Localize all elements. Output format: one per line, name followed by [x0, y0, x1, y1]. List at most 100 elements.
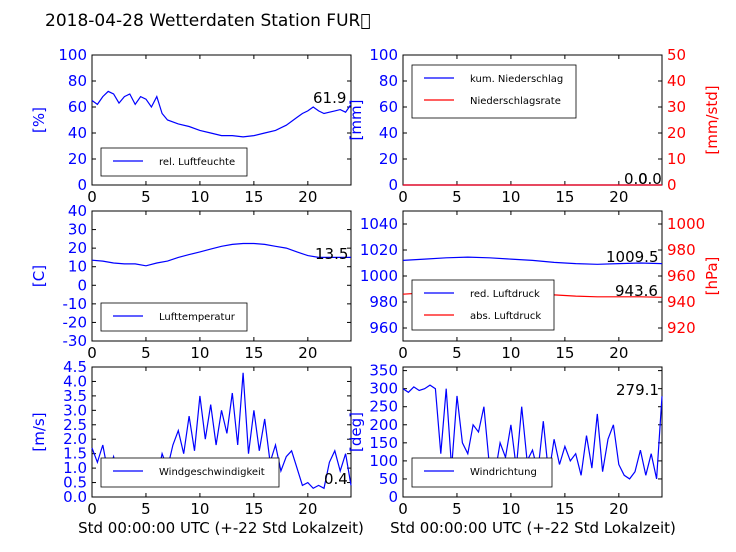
- x-tick-label: 10: [190, 188, 209, 206]
- y-tick-label: 960: [369, 319, 398, 337]
- x-tick-label: 5: [141, 188, 151, 206]
- x-tick-label: 10: [190, 500, 209, 518]
- y-tick-label: 200: [369, 416, 398, 434]
- y-tick-label: 40: [379, 124, 398, 142]
- x-axis-label-right: Std 00:00:00 UTC (+-22 Std Lokalzeit): [390, 519, 676, 537]
- x-tick-label: 5: [141, 500, 151, 518]
- x-tick-label: 15: [244, 188, 263, 206]
- y-tick-label: 250: [369, 398, 398, 416]
- y-right-axis-label: [hPa]: [703, 257, 721, 296]
- legend-box: [100, 147, 248, 177]
- x-tick-label: 10: [501, 500, 520, 518]
- y-tick-label: -30: [63, 332, 88, 350]
- panel-1: 0 5 10 15 20 0 20 40 60 80 100 0 10 20 30 40 50 [mm] [mm/s…: [347, 46, 721, 206]
- y-tick-label: 60: [68, 98, 87, 116]
- x-tick-label: 5: [452, 500, 462, 518]
- x-tick-label: 0: [398, 188, 408, 206]
- y-tick-label: 20: [68, 150, 87, 168]
- x-tick-label: 15: [244, 344, 263, 362]
- x-tick-label: 10: [190, 344, 209, 362]
- y-axis-label: [C]: [30, 265, 48, 287]
- y-tick-label: 20: [68, 239, 87, 257]
- panel-3: 0 5 10 15 20 960 980 1000 1020 1040 920 940 960 980 10…: [360, 210, 721, 362]
- x-tick-label: 20: [609, 500, 628, 518]
- last-value-label: 0.0: [624, 170, 648, 188]
- y-right-tick-label: 980: [667, 241, 696, 259]
- y-tick-label: 0.0: [63, 488, 87, 506]
- y-tick-label: 0: [77, 176, 87, 194]
- y-axis-label: [%]: [30, 107, 48, 133]
- y-tick-label: 300: [369, 380, 398, 398]
- y-tick-label: 1020: [360, 241, 398, 259]
- y-right-tick-label: 940: [667, 293, 696, 311]
- y-right-tick-label: 0: [667, 176, 677, 194]
- x-tick-label: 10: [501, 188, 520, 206]
- y-tick-label: 20: [379, 150, 398, 168]
- series-line: [402, 384, 663, 480]
- y-tick-label: 10: [68, 258, 87, 276]
- panel-4: 0 5 10 15 20 0.00.51.01.52.02.53.03.54.04.5 [m…: [30, 358, 352, 518]
- y-tick-label: 3.0: [63, 401, 87, 419]
- y-tick-label: 80: [68, 72, 87, 90]
- y-tick-label: 1000: [360, 267, 398, 285]
- x-tick-label: 0: [87, 188, 97, 206]
- y-right-tick-label: 30: [667, 98, 686, 116]
- y-tick-label: 40: [68, 124, 87, 142]
- x-tick-label: 0: [87, 500, 97, 518]
- x-tick-label: 15: [244, 500, 263, 518]
- x-tick-label: 20: [298, 188, 317, 206]
- x-tick-label: 0: [398, 344, 408, 362]
- y-tick-label: 1.5: [63, 445, 87, 463]
- y-tick-label: 2.5: [63, 416, 87, 434]
- y-right-tick-label: 40: [667, 72, 686, 90]
- y-tick-label: 100: [58, 46, 87, 64]
- legend-box: [411, 457, 553, 488]
- y-tick-label: 100: [369, 452, 398, 470]
- y-tick-label: 4.0: [63, 372, 87, 390]
- legend-label: Niederschlagsrate: [470, 96, 561, 107]
- y-tick-label: 1.0: [63, 459, 87, 477]
- y-tick-label: 0: [388, 176, 398, 194]
- y-tick-label: 100: [369, 46, 398, 64]
- x-tick-label: 20: [609, 344, 628, 362]
- y-tick-label: -20: [63, 313, 88, 331]
- last-value-label-right: 943.6: [615, 282, 658, 300]
- y-tick-label: 4.5: [63, 358, 87, 376]
- y-tick-label: 980: [369, 293, 398, 311]
- last-value-label: 1009.5: [606, 248, 659, 266]
- y-tick-label: 0: [77, 276, 87, 294]
- series-line: [91, 242, 351, 267]
- legend-label: Windgeschwindigkeit: [159, 467, 265, 478]
- last-value-label: 13.5: [315, 245, 348, 263]
- y-axis-label: [mm]: [347, 100, 365, 141]
- figure-title: 2018-04-28 Wetterdaten Station FUR : [45, 11, 371, 31]
- x-tick-label: 15: [555, 344, 574, 362]
- y-tick-label: 3.5: [63, 387, 87, 405]
- panel-2: 0 5 10 15 20-30-20-10010203040[C]Lufttempera…: [30, 202, 352, 362]
- legend-label: abs. Luftdruck: [470, 311, 541, 322]
- legend-label: Windrichtung: [470, 467, 537, 478]
- last-value-label: 61.9: [313, 89, 346, 107]
- x-tick-label: 5: [452, 344, 462, 362]
- x-tick-label: 5: [452, 188, 462, 206]
- x-tick-label: 20: [298, 344, 317, 362]
- legend-label: kum. Niederschlag: [470, 74, 563, 85]
- y-tick-label: 1040: [360, 215, 398, 233]
- x-tick-label: 15: [555, 188, 574, 206]
- y-right-tick-label: 50: [667, 46, 686, 64]
- y-right-tick-label: 920: [667, 319, 696, 337]
- last-value-label: 0.4: [324, 470, 348, 488]
- y-tick-label: 350: [369, 362, 398, 380]
- x-tick-label: 20: [609, 188, 628, 206]
- legend-box: [411, 64, 577, 119]
- y-tick-label: 60: [379, 98, 398, 116]
- x-axis-label-left: Std 00:00:00 UTC (+-22 Std Lokalzeit): [78, 519, 364, 537]
- y-axis-label: [deg]: [347, 412, 365, 452]
- legend-label: red. Luftdruck: [470, 289, 540, 300]
- x-tick-label: 20: [298, 500, 317, 518]
- y-tick-label: 80: [379, 72, 398, 90]
- y-tick-label: 0: [388, 488, 398, 506]
- y-tick-label: 150: [369, 434, 398, 452]
